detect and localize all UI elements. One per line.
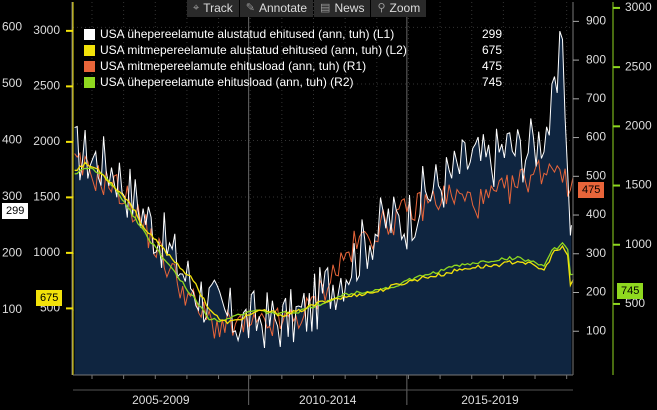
news-icon: ▤ xyxy=(320,2,331,14)
tick-label-l1: 600 xyxy=(2,20,22,34)
tick-label-l2: 2000 xyxy=(33,134,60,148)
current-value-tag-r1: 475 xyxy=(578,182,605,198)
current-value-tag-l1: 299 xyxy=(2,203,29,219)
tick-label-r1: 500 xyxy=(586,168,606,182)
zoom-button[interactable]: ⚲ Zoom xyxy=(371,0,427,17)
legend-label: USA mitmepereelamute alustatud ehitused … xyxy=(100,43,407,57)
series-line-r2 xyxy=(74,167,574,323)
news-label: News xyxy=(334,1,365,15)
legend-entry-l2[interactable]: USA mitmepereelamute alustatud ehitused … xyxy=(84,42,502,58)
tick-label-r2: 3000 xyxy=(625,0,652,14)
current-value-tag-l2: 675 xyxy=(36,290,63,306)
tick-label-r2: 1500 xyxy=(625,178,652,192)
track-label: Track xyxy=(203,1,233,15)
tick-label-l1: 200 xyxy=(2,246,22,260)
tick-label-r1: 300 xyxy=(586,246,606,260)
tick-label-r2: 2000 xyxy=(625,119,652,133)
track-button[interactable]: ⌖ Track xyxy=(187,0,239,17)
tick-label-r1: 600 xyxy=(586,130,606,144)
legend-swatch xyxy=(84,28,95,40)
tick-label-r1: 200 xyxy=(586,285,606,299)
x-period-label: 2010-2014 xyxy=(299,393,357,407)
series-line-l1 xyxy=(74,31,572,349)
zoom-label: Zoom xyxy=(389,1,421,15)
tick-label-r1: 100 xyxy=(586,323,606,337)
tick-label-l1: 400 xyxy=(2,133,22,147)
x-period-label: 2015-2019 xyxy=(461,393,519,407)
annotate-button[interactable]: ✎ Annotate xyxy=(239,0,314,17)
x-period-label: 2005-2009 xyxy=(132,393,190,407)
tick-label-r1: 700 xyxy=(586,91,606,105)
crosshair-icon: ⌖ xyxy=(193,2,200,14)
tick-label-l1: 100 xyxy=(2,302,22,316)
legend-swatch xyxy=(84,76,95,88)
tick-label-l2: 2500 xyxy=(33,79,60,93)
legend-value: 745 xyxy=(481,75,502,89)
legend-swatch xyxy=(84,44,95,56)
legend-entry-l1[interactable]: USA ühepereelamute alustatud ehitused (a… xyxy=(84,26,502,42)
legend-entry-r1[interactable]: USA mitmepereelamute ehitusload (ann, tu… xyxy=(84,58,502,74)
tick-label-l1: 300 xyxy=(2,189,22,203)
legend-swatch xyxy=(84,60,95,72)
chart-toolbar: ⌖ Track ✎ Annotate ▤ News ⚲ Zoom xyxy=(187,0,427,17)
legend-label: USA mitmepereelamute ehitusload (ann, tu… xyxy=(100,59,367,73)
area-fill-l1 xyxy=(74,31,572,375)
tick-label-r2: 500 xyxy=(625,296,645,310)
legend-label: USA ühepereelamute ehitusload (ann, tuh)… xyxy=(100,75,354,89)
tick-label-l2: 1500 xyxy=(33,190,60,204)
annotate-label: Annotate xyxy=(258,1,308,15)
tick-label-r2: 2500 xyxy=(625,59,652,73)
tick-label-l1: 500 xyxy=(2,76,22,90)
magnifier-icon: ⚲ xyxy=(377,2,386,14)
legend-value: 475 xyxy=(481,59,502,73)
tick-label-r1: 800 xyxy=(586,52,606,66)
series-line-l2 xyxy=(74,161,574,325)
tick-label-r1: 900 xyxy=(586,14,606,28)
legend-label: USA ühepereelamute alustatud ehitused (a… xyxy=(100,27,395,41)
tick-label-r2: 1000 xyxy=(625,237,652,251)
tick-label-l2: 1000 xyxy=(33,245,60,259)
current-value-tag-r2: 745 xyxy=(617,283,644,299)
news-button[interactable]: ▤ News xyxy=(314,0,371,17)
tick-label-l2: 3000 xyxy=(33,23,60,37)
legend-value: 299 xyxy=(481,27,502,41)
tick-label-r1: 400 xyxy=(586,207,606,221)
legend-value: 675 xyxy=(481,43,502,57)
legend-entry-r2[interactable]: USA ühepereelamute ehitusload (ann, tuh)… xyxy=(84,74,502,90)
pencil-icon: ✎ xyxy=(245,2,255,14)
chart-legend: USA ühepereelamute alustatud ehitused (a… xyxy=(84,26,502,90)
